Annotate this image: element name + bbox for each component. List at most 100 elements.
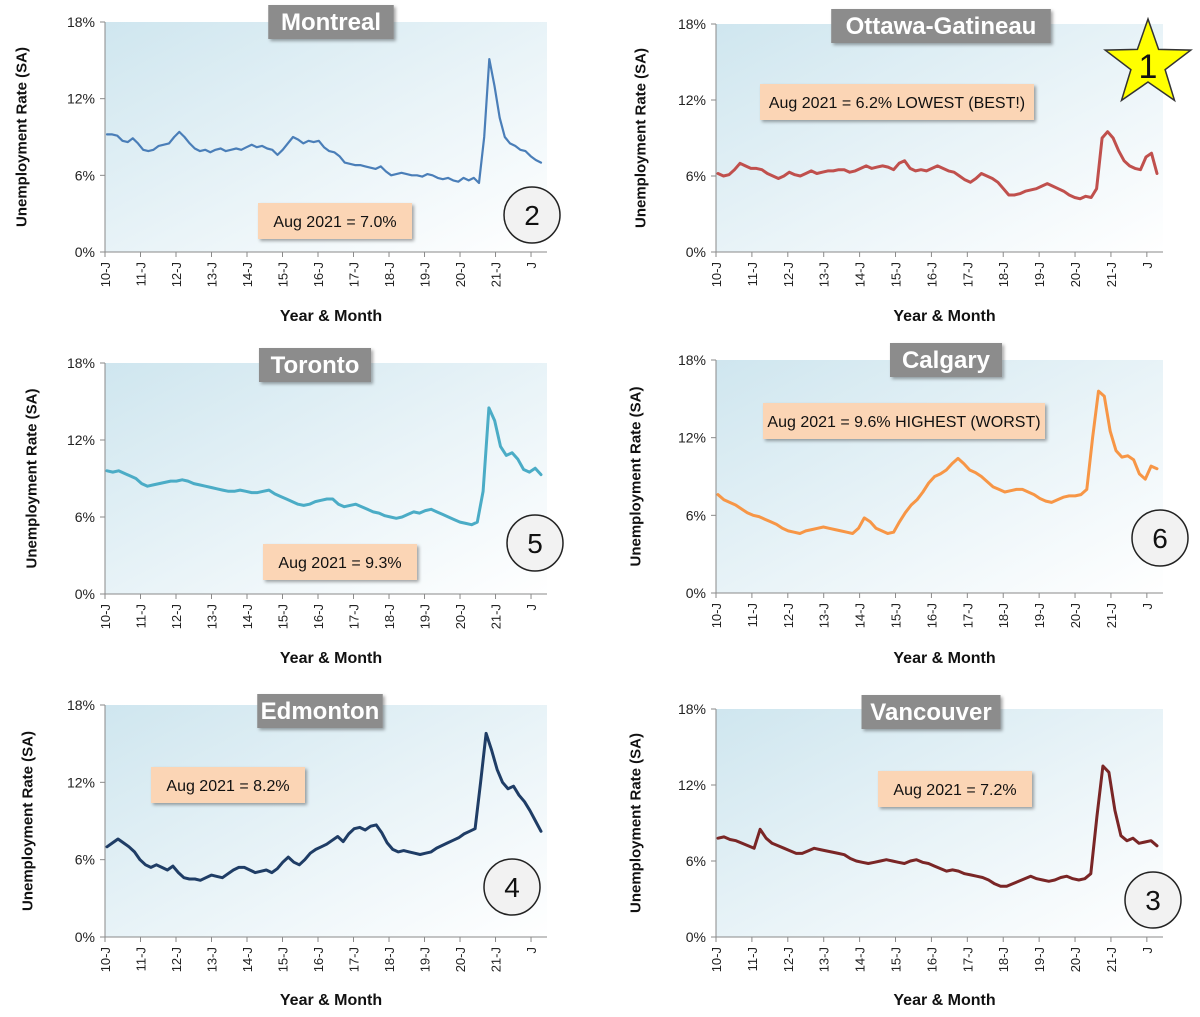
rank-number: 1: [1139, 48, 1158, 86]
y-tick-label: 12%: [678, 777, 706, 793]
chart-title: Montreal: [281, 9, 381, 36]
x-tick-label: 11-J: [745, 603, 760, 627]
rank-badge: [506, 514, 564, 572]
y-tick-label: 18%: [678, 352, 706, 368]
rank-number: 2: [524, 200, 540, 231]
annotation-box: [878, 771, 1032, 807]
x-tick-label: 11-J: [134, 947, 149, 971]
chart-panel-ottawa-gatineau: 0% 6% 12% 18% 10-J 11-J 12-J 13-J 14-J 15-J 16-J 17…: [633, 9, 1193, 325]
series-line: [716, 130, 1159, 201]
chart-panel-calgary: 0% 6% 12% 18% 10-J 11-J 12-J 13-J 14-J 15-J 16-J 17…: [628, 343, 1189, 667]
x-tick-label: 13-J: [205, 262, 220, 287]
annotation-text: Aug 2021 = 9.6% HIGHEST (WORST): [767, 414, 1040, 431]
rank-badge: [483, 858, 541, 916]
x-tick-label: 18-J: [996, 262, 1011, 287]
x-tick-label: 19-J: [1032, 603, 1047, 628]
y-tick-label: 0%: [75, 586, 95, 602]
x-axis-title: Year & Month: [893, 992, 995, 1009]
y-tick-label: 0%: [75, 244, 95, 260]
chart-panel-toronto: 0% 6% 12% 18% 10-J 11-J 12-J 13-J 14-J 15-J 16-J 17…: [24, 348, 564, 667]
x-tick-label: 10-J: [98, 947, 113, 972]
y-axis-title: Unemployment Rate (SA): [628, 733, 645, 913]
x-tick-label: J: [1140, 947, 1155, 954]
y-tick-label: 12%: [67, 91, 95, 107]
x-tick-label: 12-J: [781, 603, 796, 628]
x-tick-label: 13-J: [205, 947, 220, 972]
x-tick-label: 12-J: [169, 604, 184, 629]
y-tick-label: 6%: [686, 507, 706, 523]
x-tick-label: J: [1140, 262, 1155, 269]
x-tick-label: 15-J: [889, 947, 904, 972]
x-tick-label: 17-J: [347, 947, 362, 972]
x-tick-label: 14-J: [853, 262, 868, 287]
x-tick-label: J: [524, 262, 539, 269]
x-axis-title: Year & Month: [280, 650, 382, 667]
x-tick-label: 10-J: [98, 262, 113, 287]
x-tick-label: 18-J: [382, 262, 397, 287]
x-tick-label: 19-J: [1032, 262, 1047, 287]
x-tick-label: 14-J: [853, 603, 868, 628]
x-tick-label: 13-J: [817, 603, 832, 628]
x-tick-label: J: [524, 947, 539, 954]
annotation-text: Aug 2021 = 9.3%: [278, 555, 401, 572]
x-tick-label: 11-J: [134, 604, 149, 628]
chart-panel-vancouver: 0% 6% 12% 18% 10-J 11-J 12-J 13-J 14-J 15-J 16-J 17…: [628, 695, 1182, 1009]
chart-title-box: [268, 5, 394, 39]
series-line: [716, 389, 1159, 535]
y-tick-label: 18%: [67, 355, 95, 371]
rank-number: 4: [504, 872, 520, 903]
x-axis-title: Year & Month: [893, 308, 995, 325]
x-tick-label: 15-J: [276, 262, 291, 287]
x-tick-label: 11-J: [745, 262, 760, 286]
x-tick-label: J: [1140, 603, 1155, 610]
series-line: [105, 57, 543, 185]
y-tick-label: 0%: [75, 929, 95, 945]
x-tick-label: 21-J: [489, 604, 504, 629]
x-tick-label: 15-J: [889, 603, 904, 628]
x-tick-label: 10-J: [709, 603, 724, 628]
y-tick-label: 0%: [686, 929, 706, 945]
rank-number: 6: [1152, 523, 1168, 554]
y-tick-label: 18%: [67, 697, 95, 713]
x-tick-label: 21-J: [489, 262, 504, 287]
x-tick-label: 19-J: [418, 262, 433, 287]
annotation-box: [763, 403, 1045, 439]
x-tick-label: 18-J: [382, 604, 397, 629]
series-line: [105, 731, 543, 882]
chart-panel-edmonton: 0% 6% 12% 18% 10-J 11-J 12-J 13-J 14-J 15-J 16-J 17…: [20, 694, 547, 1009]
rank-number: 5: [527, 528, 543, 559]
x-tick-label: J: [524, 604, 539, 611]
chart-title: Vancouver: [870, 699, 991, 726]
x-tick-label: 13-J: [817, 947, 832, 972]
y-tick-label: 6%: [75, 167, 95, 183]
x-tick-label: 18-J: [996, 947, 1011, 972]
x-tick-label: 12-J: [781, 947, 796, 972]
rank-number: 3: [1145, 885, 1161, 916]
x-tick-label: 18-J: [382, 947, 397, 972]
series-line: [716, 764, 1159, 888]
annotation-box: [258, 203, 412, 239]
x-axis-title: Year & Month: [280, 308, 382, 325]
x-tick-label: 10-J: [709, 947, 724, 972]
y-tick-label: 6%: [686, 168, 706, 184]
rank-badge: [503, 186, 561, 244]
x-tick-label: 16-J: [924, 947, 939, 972]
x-tick-label: 13-J: [205, 604, 220, 629]
y-tick-label: 18%: [67, 14, 95, 30]
series-line: [105, 406, 543, 527]
x-tick-label: 17-J: [347, 604, 362, 629]
x-tick-label: 14-J: [240, 604, 255, 629]
y-tick-label: 12%: [67, 774, 95, 790]
x-tick-label: 17-J: [960, 262, 975, 287]
chart-title-box: [258, 348, 372, 382]
y-axis-title: Unemployment Rate (SA): [633, 48, 650, 228]
chart-title: Calgary: [902, 347, 991, 374]
chart-title: Edmonton: [261, 698, 380, 725]
annotation-text: Aug 2021 = 7.0%: [273, 214, 396, 231]
x-tick-label: 15-J: [276, 947, 291, 972]
annotation-text: Aug 2021 = 7.2%: [893, 782, 1016, 799]
y-tick-label: 12%: [678, 92, 706, 108]
y-tick-label: 0%: [686, 585, 706, 601]
y-tick-label: 12%: [67, 432, 95, 448]
